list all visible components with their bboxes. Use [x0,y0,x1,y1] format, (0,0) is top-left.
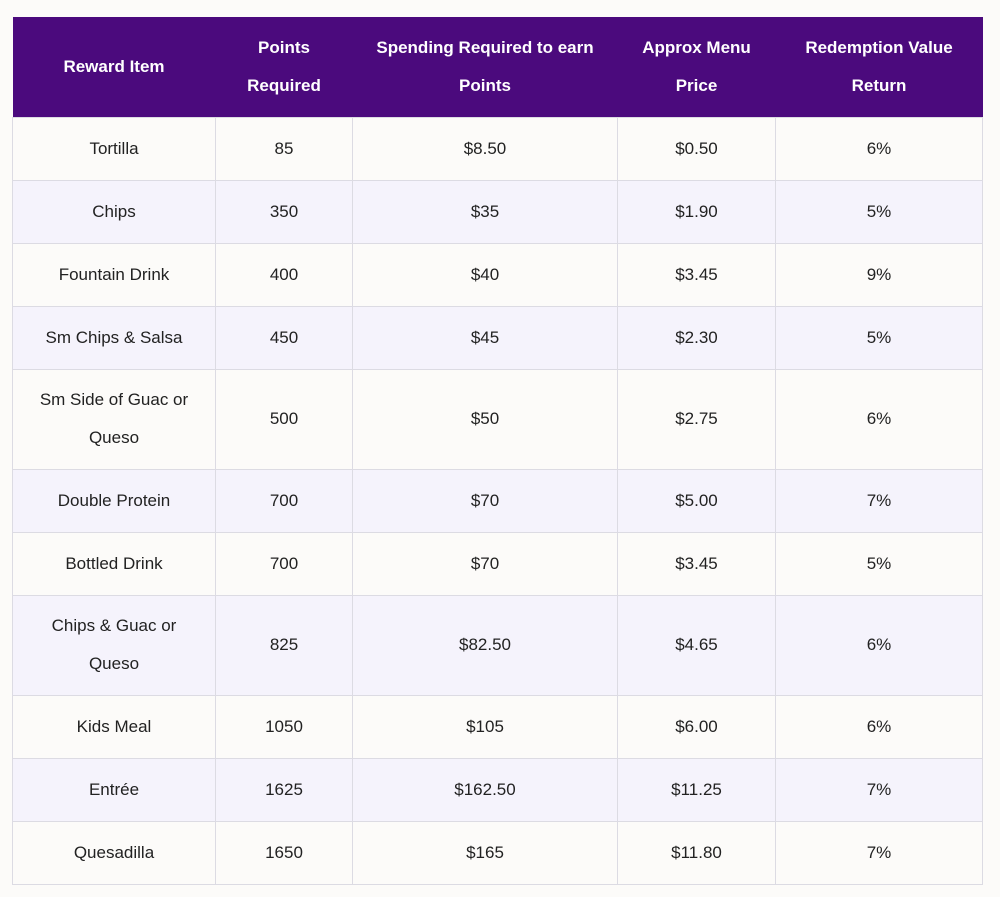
cell-points-required: 700 [215,468,353,533]
cell-menu-price: $2.75 [617,368,776,470]
cell-points-required: 450 [215,305,353,370]
cell-reward-item: Tortilla [12,116,216,181]
cell-points-required: 700 [215,531,353,596]
table-row: Bottled Drink 700 $70 $3.45 5% [12,531,983,596]
cell-spending-required: $162.50 [352,757,618,822]
cell-points-required: 1050 [215,694,353,759]
cell-points-required: 350 [215,179,353,244]
cell-points-required: 85 [215,116,353,181]
header-spending-required: Spending Required to earn Points [376,37,594,95]
table-body: Tortilla 85 $8.50 $0.50 6% Chips 350 $35… [12,116,983,885]
cell-reward-item: Chips [12,179,216,244]
table-row: Quesadilla 1650 $165 $11.80 7% [12,820,983,885]
cell-spending-required: $40 [352,242,618,307]
cell-points-required: 1650 [215,820,353,885]
cell-spending-required: $70 [352,531,618,596]
cell-spending-required: $50 [352,368,618,470]
cell-menu-price: $2.30 [617,305,776,370]
cell-spending-required: $82.50 [352,594,618,696]
cell-redemption-value: 7% [775,820,983,885]
cell-points-required: 500 [215,368,353,470]
cell-redemption-value: 6% [775,368,983,470]
table-row: Chips 350 $35 $1.90 5% [12,179,983,244]
cell-redemption-value: 6% [775,116,983,181]
cell-redemption-value: 7% [775,468,983,533]
cell-points-required: 400 [215,242,353,307]
table-row: Fountain Drink 400 $40 $3.45 9% [12,242,983,307]
table-row: Tortilla 85 $8.50 $0.50 6% [12,116,983,181]
cell-reward-item: Sm Side of Guac or Queso [12,368,216,470]
table-row: Chips & Guac or Queso 825 $82.50 $4.65 6… [12,594,983,696]
cell-menu-price: $3.45 [617,242,776,307]
cell-redemption-value: 6% [775,694,983,759]
table-row: Double Protein 700 $70 $5.00 7% [12,468,983,533]
header-redemption-value-return: Redemption Value Return [805,37,953,95]
cell-redemption-value: 7% [775,757,983,822]
cell-menu-price: $0.50 [617,116,776,181]
table-row: Entrée 1625 $162.50 $11.25 7% [12,757,983,822]
cell-reward-item: Double Protein [12,468,216,533]
cell-menu-price: $5.00 [617,468,776,533]
table-row: Sm Chips & Salsa 450 $45 $2.30 5% [12,305,983,370]
cell-menu-price: $11.25 [617,757,776,822]
cell-menu-price: $4.65 [617,594,776,696]
header-row: Reward Item Points Required Spending Req… [12,17,983,117]
cell-spending-required: $165 [352,820,618,885]
rewards-table: Reward Item Points Required Spending Req… [12,17,983,885]
cell-reward-item: Entrée [12,757,216,822]
header-points-required: Points Required [247,37,321,95]
cell-menu-price: $6.00 [617,694,776,759]
cell-redemption-value: 9% [775,242,983,307]
cell-reward-item: Sm Chips & Salsa [12,305,216,370]
header-reward-item: Reward Item [63,56,165,76]
cell-reward-item: Chips & Guac or Queso [12,594,216,696]
table-row: Sm Side of Guac or Queso 500 $50 $2.75 6… [12,368,983,470]
cell-spending-required: $105 [352,694,618,759]
cell-points-required: 825 [215,594,353,696]
rewards-table-container: Reward Item Points Required Spending Req… [12,17,983,885]
cell-reward-item: Bottled Drink [12,531,216,596]
table-header: Reward Item Points Required Spending Req… [12,17,983,117]
cell-menu-price: $11.80 [617,820,776,885]
cell-redemption-value: 5% [775,305,983,370]
cell-redemption-value: 5% [775,531,983,596]
cell-reward-item: Quesadilla [12,820,216,885]
cell-spending-required: $45 [352,305,618,370]
cell-reward-item: Fountain Drink [12,242,216,307]
cell-spending-required: $35 [352,179,618,244]
cell-points-required: 1625 [215,757,353,822]
header-approx-menu-price: Approx Menu Price [642,37,751,95]
cell-reward-item: Kids Meal [12,694,216,759]
table-row: Kids Meal 1050 $105 $6.00 6% [12,694,983,759]
cell-redemption-value: 5% [775,179,983,244]
cell-redemption-value: 6% [775,594,983,696]
cell-spending-required: $8.50 [352,116,618,181]
cell-menu-price: $1.90 [617,179,776,244]
cell-menu-price: $3.45 [617,531,776,596]
cell-spending-required: $70 [352,468,618,533]
